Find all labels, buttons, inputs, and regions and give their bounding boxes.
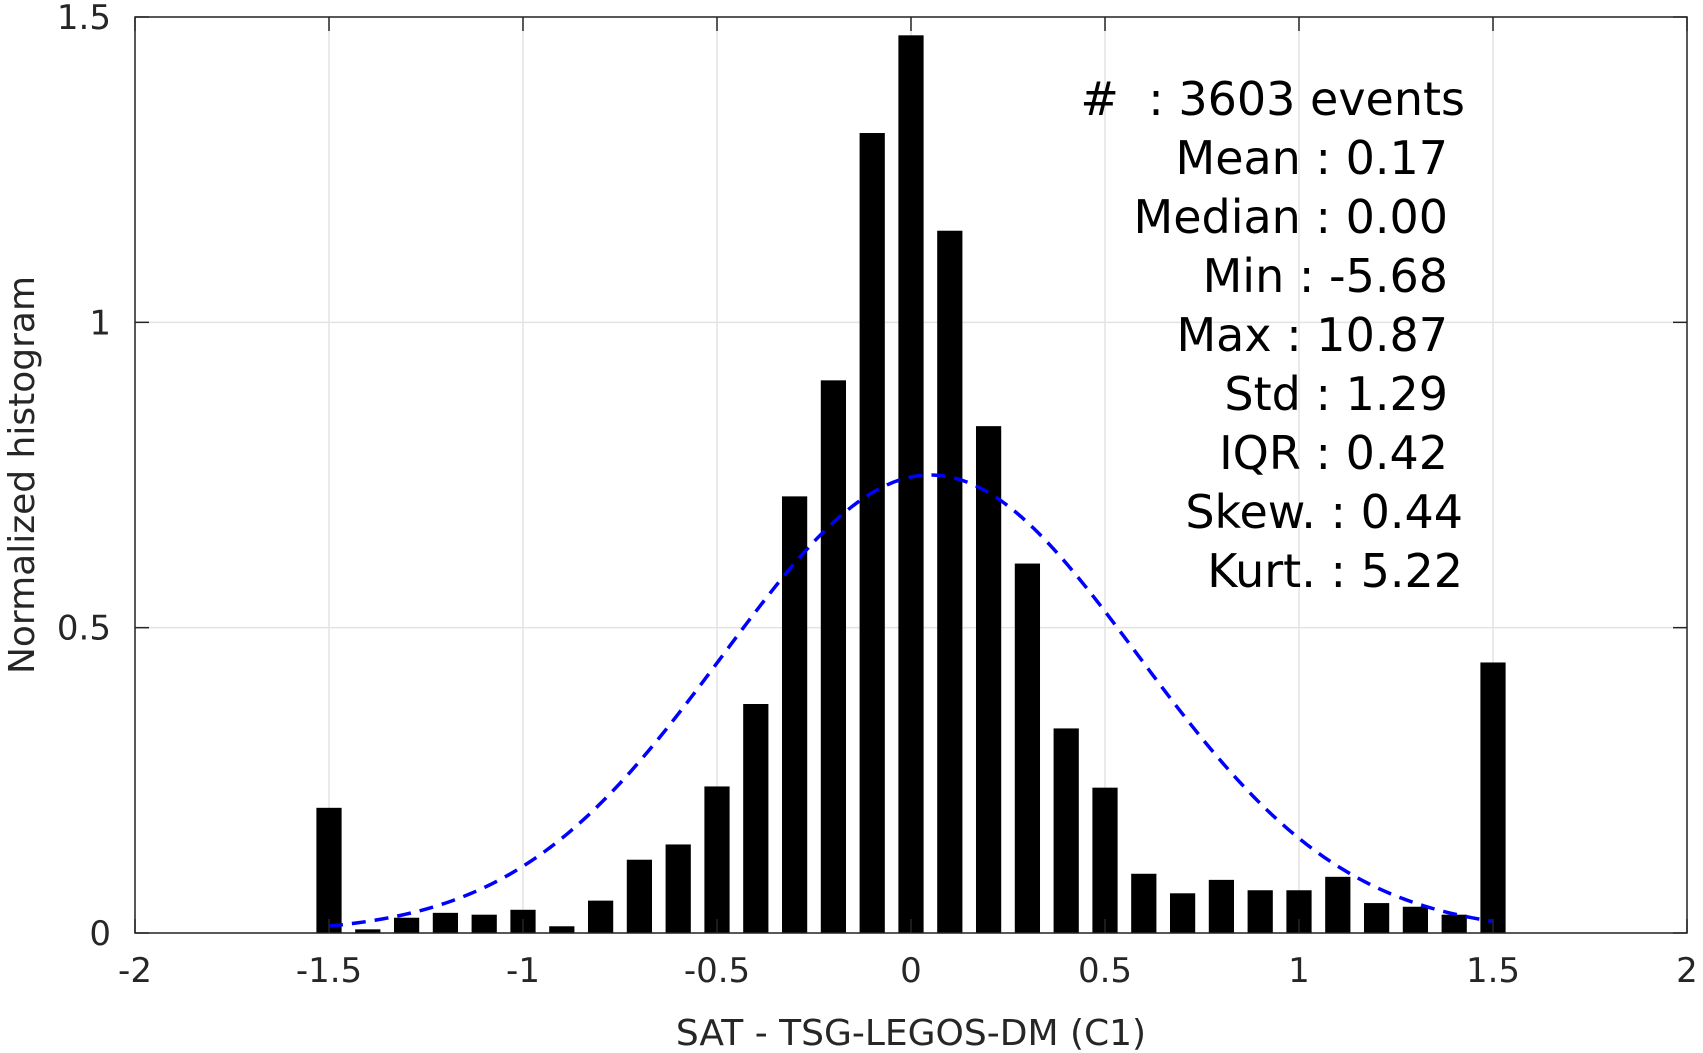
x-tick-label: -1.5 (296, 951, 362, 991)
y-tick-labels: 0 0.5 1 1.5 (57, 0, 111, 954)
histogram-bar (743, 704, 769, 933)
histogram-bar (1363, 903, 1390, 933)
histogram-bar (937, 230, 963, 933)
histogram-bar (781, 496, 808, 933)
histogram-bar (704, 786, 730, 933)
y-tick-label: 1.5 (57, 0, 111, 38)
stats-median: Median : 0.00 (1134, 190, 1448, 244)
x-tick-label: 1 (1288, 951, 1310, 991)
x-tick-label: 1.5 (1466, 951, 1520, 991)
histogram-bar (1092, 787, 1118, 933)
histogram-bar (820, 380, 847, 933)
y-tick-label: 0.5 (57, 609, 111, 649)
stats-skew: Skew. : 0.44 (1185, 485, 1463, 539)
y-tick-label: 1 (89, 303, 111, 343)
stats-max: Max : 10.87 (1176, 308, 1448, 362)
histogram-bar (665, 844, 691, 933)
stats-std: Std : 1.29 (1224, 367, 1448, 421)
histogram-bar (898, 35, 924, 933)
histogram-bar (355, 929, 381, 933)
stats-events: # : 3603 events (1080, 72, 1465, 126)
histogram-bar (587, 900, 614, 933)
normal-fit-curve (328, 473, 1494, 928)
x-axis-label: SAT - TSG-LEGOS-DM (C1) (676, 1013, 1146, 1053)
histogram-bar (1402, 906, 1429, 933)
histogram-bar (316, 807, 342, 933)
x-tick-label: 2 (1676, 951, 1698, 991)
histogram-bar (549, 926, 575, 933)
stats-mean: Mean : 0.17 (1176, 131, 1449, 185)
y-axis-label: Normalized histogram (2, 276, 43, 674)
histogram-bar (471, 914, 497, 933)
x-tick-label: -2 (118, 951, 152, 991)
histogram-bar (975, 426, 1002, 933)
axis-ticks (134, 16, 1688, 934)
histogram-bar (1208, 879, 1235, 933)
x-tick-label: -1 (506, 951, 540, 991)
histogram-bar (1014, 563, 1041, 933)
histogram-bar (1053, 728, 1079, 933)
histogram-bar (393, 917, 420, 933)
histogram-bar (1325, 876, 1351, 933)
histogram-bar (626, 859, 653, 933)
histogram-bar (1480, 662, 1506, 933)
stats-kurt: Kurt. : 5.22 (1207, 544, 1463, 598)
histogram-bar (1441, 914, 1467, 933)
x-tick-label: -0.5 (684, 951, 750, 991)
histogram-bar (1131, 873, 1157, 933)
y-tick-label: 0 (89, 914, 111, 954)
histogram-bar (1169, 893, 1196, 933)
x-tick-label: 0 (900, 951, 922, 991)
histogram-bar (1247, 890, 1273, 933)
histogram-bar (432, 912, 459, 933)
statistics-annotation: # : 3603 events Mean : 0.17 Median : 0.0… (1080, 72, 1465, 598)
x-tick-labels: -2 -1.5 -1 -0.5 0 0.5 1 1.5 2 (118, 951, 1698, 991)
stats-iqr: IQR : 0.42 (1219, 426, 1448, 480)
histogram-bars (316, 35, 1506, 933)
x-tick-label: 0.5 (1078, 951, 1132, 991)
stats-min: Min : -5.68 (1203, 249, 1448, 303)
histogram-bar (859, 133, 885, 933)
